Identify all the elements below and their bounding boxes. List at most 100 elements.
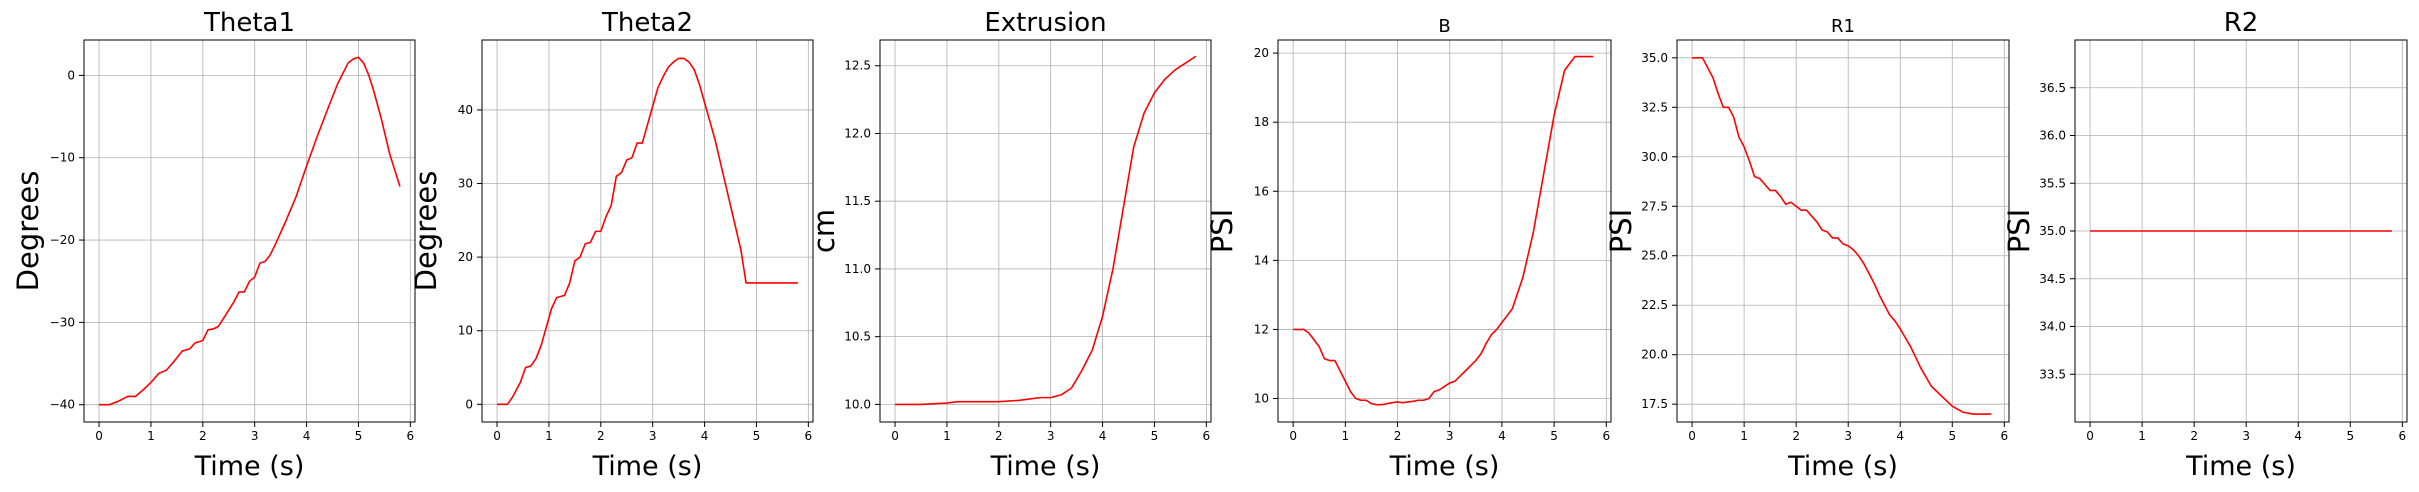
y-tick-label: 36.5 bbox=[2039, 81, 2066, 95]
y-tick-label: 27.5 bbox=[1641, 199, 1668, 213]
subplot-5: 0 1 2 3 4 5 6 17.5 20.0 22.5 25.0 27.5 30.0 32.5 35.0 R… bbox=[1604, 16, 2010, 482]
x-tick-label: 1 bbox=[2138, 429, 2146, 443]
x-tick-label: 5 bbox=[753, 429, 761, 443]
x-axis-label: Time (s) bbox=[1389, 451, 1500, 482]
x-tick-label: 5 bbox=[2346, 429, 2354, 443]
x-tick-label: 4 bbox=[303, 429, 311, 443]
axes-frame bbox=[481, 39, 814, 423]
axes-frame bbox=[1676, 39, 2010, 423]
subplot-6: 0 1 2 3 4 5 6 33.5 34.0 34.5 35.0 35.5 36.0 36.5 R2 Tim… bbox=[2002, 8, 2408, 482]
x-tick-label: 0 bbox=[95, 429, 103, 443]
chart-title: Theta2 bbox=[601, 8, 693, 38]
chart-title: R1 bbox=[1831, 16, 1855, 37]
y-tick-label: −20 bbox=[50, 233, 75, 247]
chart-title: Extrusion bbox=[984, 8, 1106, 38]
x-tick-label: 5 bbox=[1948, 429, 1956, 443]
x-tick-label: 1 bbox=[1342, 429, 1350, 443]
y-tick-label: 25.0 bbox=[1641, 249, 1668, 263]
x-tick-label: 1 bbox=[147, 429, 155, 443]
x-tick-label: 1 bbox=[545, 429, 553, 443]
x-tick-label: 3 bbox=[1446, 429, 1454, 443]
y-tick-label: −30 bbox=[50, 315, 75, 329]
y-tick-label: 10 bbox=[458, 324, 473, 338]
x-tick-label: 6 bbox=[805, 429, 813, 443]
x-tick-label: 4 bbox=[1896, 429, 1904, 443]
chart-title: R2 bbox=[2224, 8, 2259, 38]
x-axis-label: Time (s) bbox=[194, 451, 305, 482]
y-tick-label: 36.0 bbox=[2039, 129, 2066, 143]
y-axis-label: PSI bbox=[1205, 209, 1239, 253]
x-tick-label: 4 bbox=[1498, 429, 1506, 443]
x-tick-label: 3 bbox=[2242, 429, 2250, 443]
y-tick-label: 14 bbox=[1254, 253, 1269, 267]
y-axis-label: PSI bbox=[2002, 209, 2036, 253]
x-tick-label: 4 bbox=[1099, 429, 1107, 443]
y-tick-label: 20 bbox=[458, 250, 473, 264]
y-tick-label: 20.0 bbox=[1641, 348, 1668, 362]
x-tick-label: 0 bbox=[1289, 429, 1297, 443]
y-tick-label: 20 bbox=[1254, 46, 1269, 60]
x-tick-label: 2 bbox=[199, 429, 207, 443]
y-tick-label: 40 bbox=[458, 103, 473, 117]
x-tick-label: 3 bbox=[649, 429, 657, 443]
x-tick-label: 5 bbox=[1151, 429, 1159, 443]
x-tick-label: 6 bbox=[1203, 429, 1211, 443]
y-tick-label: 12 bbox=[1254, 322, 1269, 336]
x-tick-label: 5 bbox=[355, 429, 363, 443]
series-line bbox=[1293, 55, 1594, 406]
y-tick-label: −40 bbox=[50, 398, 75, 412]
axes-frame bbox=[1277, 39, 1612, 423]
x-tick-label: 3 bbox=[1844, 429, 1852, 443]
y-tick-label: 18 bbox=[1254, 115, 1269, 129]
x-axis-label: Time (s) bbox=[2185, 451, 2296, 482]
y-tick-label: 10.0 bbox=[844, 397, 871, 411]
x-axis-label: Time (s) bbox=[990, 451, 1101, 482]
x-tick-label: 6 bbox=[407, 429, 415, 443]
y-tick-label: 33.5 bbox=[2039, 367, 2066, 381]
y-tick-label: 10.5 bbox=[844, 330, 871, 344]
y-tick-label: 32.5 bbox=[1641, 100, 1668, 114]
y-axis-label: PSI bbox=[1604, 209, 1638, 253]
x-tick-label: 4 bbox=[2294, 429, 2302, 443]
y-tick-label: 12.5 bbox=[844, 59, 871, 73]
x-tick-label: 5 bbox=[1550, 429, 1558, 443]
y-tick-label: 10 bbox=[1254, 392, 1269, 406]
y-tick-label: 30 bbox=[458, 177, 473, 191]
y-tick-label: −10 bbox=[50, 151, 75, 165]
x-tick-label: 4 bbox=[701, 429, 709, 443]
chart-title: B bbox=[1438, 16, 1450, 37]
y-tick-label: 0 bbox=[465, 397, 473, 411]
y-tick-label: 34.5 bbox=[2039, 272, 2066, 286]
y-tick-label: 34.0 bbox=[2039, 320, 2066, 334]
x-tick-label: 0 bbox=[1688, 429, 1696, 443]
series-line bbox=[497, 57, 798, 406]
y-axis-label: cm bbox=[807, 209, 841, 253]
x-tick-label: 2 bbox=[1792, 429, 1800, 443]
x-tick-label: 2 bbox=[597, 429, 605, 443]
y-axis-label: Degrees bbox=[11, 171, 45, 292]
x-tick-label: 1 bbox=[1740, 429, 1748, 443]
x-axis-label: Time (s) bbox=[1787, 451, 1898, 482]
subplot-1: 0 1 2 3 4 5 6 −40 −30 −20 −10 0 Theta1 Time (s) Degree… bbox=[11, 8, 416, 482]
x-tick-label: 6 bbox=[2398, 429, 2406, 443]
y-tick-label: 17.5 bbox=[1641, 397, 1668, 411]
x-tick-label: 2 bbox=[995, 429, 1003, 443]
x-tick-label: 2 bbox=[2190, 429, 2198, 443]
y-tick-label: 35.0 bbox=[1641, 51, 1668, 65]
y-tick-label: 11.0 bbox=[844, 262, 871, 276]
y-tick-label: 22.5 bbox=[1641, 298, 1668, 312]
y-axis-label: Degrees bbox=[409, 171, 443, 292]
x-tick-label: 3 bbox=[251, 429, 259, 443]
subplot-3: 0 1 2 3 4 5 6 10.0 10.5 11.0 11.5 12.0 12.5 Extrusion… bbox=[807, 8, 1212, 482]
x-tick-label: 6 bbox=[1602, 429, 1610, 443]
x-tick-label: 6 bbox=[2000, 429, 2008, 443]
y-tick-label: 35.0 bbox=[2039, 224, 2066, 238]
x-tick-label: 3 bbox=[1047, 429, 1055, 443]
series-line bbox=[99, 56, 401, 406]
series-line bbox=[895, 55, 1197, 406]
y-tick-label: 11.5 bbox=[844, 194, 871, 208]
y-tick-label: 35.5 bbox=[2039, 176, 2066, 190]
x-tick-label: 1 bbox=[943, 429, 951, 443]
